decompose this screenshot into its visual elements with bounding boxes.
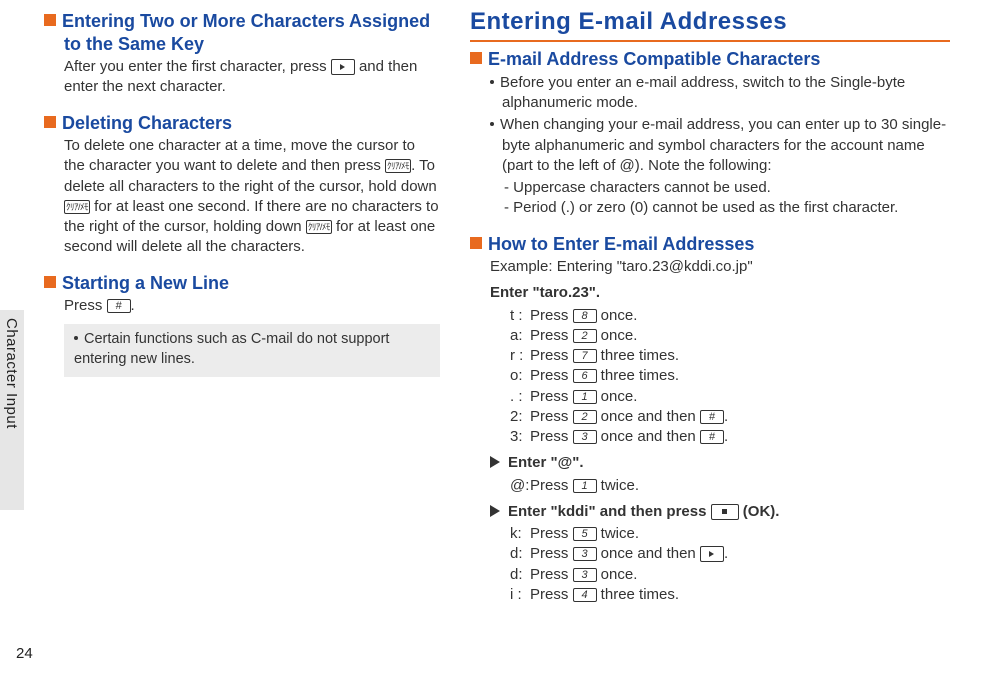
step-line: @:Press 1 twice. xyxy=(470,476,950,496)
step-label: 2: xyxy=(510,407,530,427)
dash-row: - Uppercase characters cannot be used. xyxy=(470,178,950,198)
digit-key-icon: 8 xyxy=(573,309,597,323)
step-text: Press 3 once. xyxy=(530,565,637,585)
bullet-row: Before you enter an e-mail address, swit… xyxy=(482,73,950,114)
step-text: Press 1 twice. xyxy=(530,476,639,496)
step-line: r :Press 7 three times. xyxy=(470,346,950,366)
step-label: d: xyxy=(510,544,530,564)
hash-key-icon: # xyxy=(700,410,724,424)
step-line: d:Press 3 once and then . xyxy=(470,544,950,564)
left-column: Entering Two or More Characters Assigned… xyxy=(0,0,460,615)
digit-key-icon: 2 xyxy=(573,329,597,343)
example-text: Example: Entering "taro.23@kddi.co.jp" xyxy=(470,257,950,277)
digit-key-icon: 4 xyxy=(573,588,597,602)
step-label: @: xyxy=(510,476,530,496)
step-text: Press 2 once and then #. xyxy=(530,407,728,427)
step-label: o: xyxy=(510,366,530,386)
right-key-icon xyxy=(700,546,724,562)
digit-key-icon: 1 xyxy=(573,479,597,493)
step-label: i : xyxy=(510,585,530,605)
digit-key-icon: 7 xyxy=(573,349,597,363)
digit-key-icon: 5 xyxy=(573,527,597,541)
para-deleting: To delete one character at a time, move … xyxy=(44,136,440,258)
side-tab: Character Input xyxy=(0,310,24,510)
step-label: r : xyxy=(510,346,530,366)
arrow-icon xyxy=(490,505,500,517)
step-label: 3: xyxy=(510,427,530,447)
step-line: . :Press 1 once. xyxy=(470,387,950,407)
bullet-icon xyxy=(44,14,56,26)
step-line: o:Press 6 three times. xyxy=(470,366,950,386)
digit-key-icon: 6 xyxy=(573,369,597,383)
page-content: Entering Two or More Characters Assigned… xyxy=(0,0,1003,615)
para-new-line: Press #. xyxy=(44,296,440,316)
step-heading-2: Enter "@". xyxy=(470,453,950,473)
step-text: Press 5 twice. xyxy=(530,524,639,544)
dot-icon xyxy=(74,336,78,340)
step-heading-3: Enter "kddi" and then press (OK). xyxy=(470,502,950,522)
step-text: Press 4 three times. xyxy=(530,585,679,605)
step-text: Press 7 three times. xyxy=(530,346,679,366)
digit-key-icon: 3 xyxy=(573,547,597,561)
bullet-icon xyxy=(470,237,482,249)
step-text: Press 1 once. xyxy=(530,387,637,407)
clear-key-icon: ｸﾘｱ/ﾒﾓ xyxy=(64,200,90,214)
bullet-icon xyxy=(44,116,56,128)
heading-how-to: How to Enter E-mail Addresses xyxy=(470,233,950,256)
side-tab-label: Character Input xyxy=(3,318,20,429)
step-line: i :Press 4 three times. xyxy=(470,585,950,605)
section-title: Entering E-mail Addresses xyxy=(470,6,950,42)
para-two-or-more: After you enter the first character, pre… xyxy=(44,57,440,98)
hash-key-icon: # xyxy=(107,299,131,313)
note-box: Certain functions such as C-mail do not … xyxy=(64,324,440,377)
right-key-icon xyxy=(331,59,355,75)
digit-key-icon: 3 xyxy=(573,430,597,444)
digit-key-icon: 2 xyxy=(573,410,597,424)
arrow-icon xyxy=(490,456,500,468)
heading-two-or-more: Entering Two or More Characters Assigned… xyxy=(44,10,440,55)
heading-compat-chars: E-mail Address Compatible Characters xyxy=(470,48,950,71)
step-text: Press 3 once and then . xyxy=(530,544,728,564)
center-key-icon xyxy=(711,504,739,520)
dash-row: - Period (.) or zero (0) cannot be used … xyxy=(470,198,950,218)
page-number: 24 xyxy=(16,645,33,662)
step-label: t : xyxy=(510,306,530,326)
heading-new-line: Starting a New Line xyxy=(44,272,440,295)
step-line: a:Press 2 once. xyxy=(470,326,950,346)
dot-icon xyxy=(490,122,494,126)
right-column: Entering E-mail Addresses E-mail Address… xyxy=(460,0,960,615)
step-line: 2:Press 2 once and then #. xyxy=(470,407,950,427)
heading-deleting: Deleting Characters xyxy=(44,112,440,135)
digit-key-icon: 3 xyxy=(573,568,597,582)
step-label: . : xyxy=(510,387,530,407)
digit-key-icon: 1 xyxy=(573,390,597,404)
step-label: k: xyxy=(510,524,530,544)
step-line: 3:Press 3 once and then #. xyxy=(470,427,950,447)
step-text: Press 2 once. xyxy=(530,326,637,346)
bullet-icon xyxy=(470,52,482,64)
step-line: k:Press 5 twice. xyxy=(470,524,950,544)
step-label: a: xyxy=(510,326,530,346)
step-line: d:Press 3 once. xyxy=(470,565,950,585)
step-text: Press 6 three times. xyxy=(530,366,679,386)
step-label: d: xyxy=(510,565,530,585)
dot-icon xyxy=(490,80,494,84)
step-text: Press 8 once. xyxy=(530,306,637,326)
step-heading-1: Enter "taro.23". xyxy=(470,283,950,303)
hash-key-icon: # xyxy=(700,430,724,444)
clear-key-icon: ｸﾘｱ/ﾒﾓ xyxy=(306,220,332,234)
bullet-row: When changing your e-mail address, you c… xyxy=(482,115,950,176)
step-text: Press 3 once and then #. xyxy=(530,427,728,447)
bullet-icon xyxy=(44,276,56,288)
clear-key-icon: ｸﾘｱ/ﾒﾓ xyxy=(385,159,411,173)
step-line: t :Press 8 once. xyxy=(470,306,950,326)
